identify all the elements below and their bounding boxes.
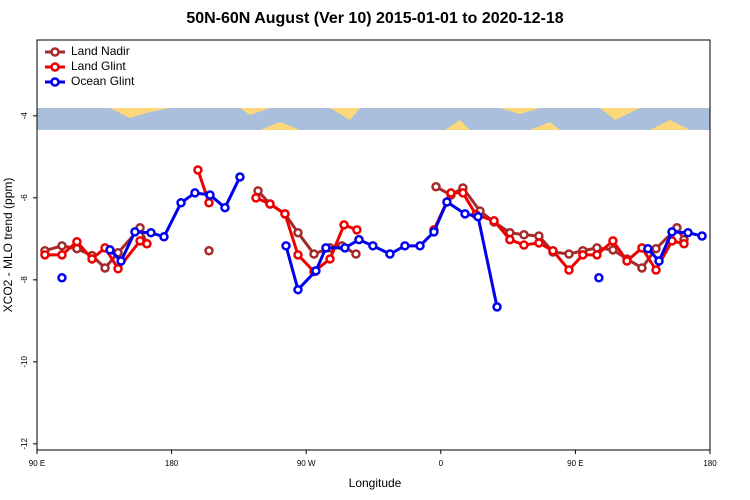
x-tick-label: 180	[165, 459, 179, 468]
data-point	[578, 250, 588, 260]
y-tick-label: -8	[20, 276, 29, 284]
data-point	[142, 239, 152, 249]
data-point	[309, 249, 319, 259]
data-point	[293, 227, 303, 238]
data-point	[352, 225, 362, 235]
data-point	[130, 227, 140, 237]
x-axis-label: Longitude	[349, 476, 402, 490]
plot-frame	[36, 39, 711, 451]
data-point	[40, 250, 50, 260]
data-point	[489, 216, 499, 226]
data-point	[100, 263, 110, 273]
data-point	[113, 264, 123, 274]
y-tick-label: -10	[20, 356, 29, 368]
data-point	[637, 263, 647, 273]
data-point	[460, 209, 470, 219]
legend-label: Land Nadir	[71, 44, 130, 58]
data-point	[351, 249, 361, 259]
data-point	[458, 188, 468, 198]
data-point	[697, 231, 707, 241]
data-point	[57, 250, 67, 260]
data-point	[415, 241, 425, 251]
data-point	[385, 249, 395, 259]
x-tick-label: 90 E	[29, 459, 45, 468]
data-point	[667, 227, 677, 237]
data-point	[368, 241, 378, 251]
data-point	[281, 241, 291, 251]
data-point	[204, 245, 214, 256]
data-point	[311, 266, 321, 276]
data-point	[534, 238, 544, 248]
data-point	[72, 236, 82, 247]
data-point	[651, 243, 661, 254]
data-point	[354, 234, 364, 245]
data-point	[594, 273, 604, 283]
data-point	[608, 245, 618, 255]
y-tick-label: -12	[20, 438, 29, 450]
map-strip	[37, 108, 710, 130]
data-point	[57, 273, 67, 283]
data-point	[87, 254, 97, 264]
data-point	[431, 182, 441, 192]
x-tick-label: 90 W	[297, 459, 316, 468]
data-point	[564, 249, 574, 259]
x-tick-label: 0	[439, 459, 444, 468]
data-point	[190, 188, 200, 198]
data-point	[193, 165, 203, 175]
data-point	[446, 188, 456, 198]
data-point	[340, 243, 350, 253]
data-point	[683, 227, 693, 238]
data-point	[57, 241, 67, 251]
data-point	[505, 234, 515, 245]
data-point	[265, 199, 275, 209]
data-point	[592, 250, 602, 260]
data-point	[176, 198, 186, 208]
data-point	[608, 236, 618, 246]
data-point	[220, 202, 230, 213]
data-point	[116, 256, 126, 266]
data-point	[293, 250, 303, 260]
legend-marker	[50, 62, 60, 72]
data-point	[429, 227, 439, 237]
data-point	[293, 284, 303, 295]
data-point	[280, 209, 290, 219]
data-point	[105, 245, 115, 255]
legend-label: Ocean Glint	[71, 74, 135, 88]
data-point	[564, 265, 574, 275]
x-tick-label: 90 E	[567, 459, 583, 468]
data-point	[651, 265, 661, 275]
data-point	[622, 256, 632, 266]
legend-marker	[50, 77, 60, 87]
data-point	[205, 190, 215, 200]
chart-title: 50N-60N August (Ver 10) 2015-01-01 to 20…	[186, 10, 563, 27]
data-point	[519, 240, 529, 250]
data-point	[492, 302, 502, 312]
y-tick-label: -4	[20, 112, 29, 120]
data-point	[442, 197, 452, 207]
data-point	[325, 254, 335, 264]
data-point	[146, 227, 156, 238]
data-point	[473, 211, 483, 222]
y-axis-label: XCO2 - MLO trend (ppm)	[1, 178, 15, 313]
data-point	[159, 232, 169, 242]
data-point	[321, 243, 331, 253]
data-point	[643, 243, 653, 254]
data-point	[339, 220, 349, 230]
y-tick-label: -6	[20, 194, 29, 202]
data-point	[400, 241, 410, 251]
data-point	[204, 198, 214, 208]
data-point	[654, 256, 664, 266]
x-tick-label: 180	[703, 459, 717, 468]
series-line	[44, 169, 685, 274]
data-point	[548, 245, 558, 256]
legend-label: Land Glint	[71, 59, 126, 73]
data-point	[679, 239, 689, 249]
legend-marker	[50, 47, 60, 57]
data-point	[519, 230, 529, 240]
data-point	[251, 193, 261, 203]
data-point	[235, 172, 245, 182]
